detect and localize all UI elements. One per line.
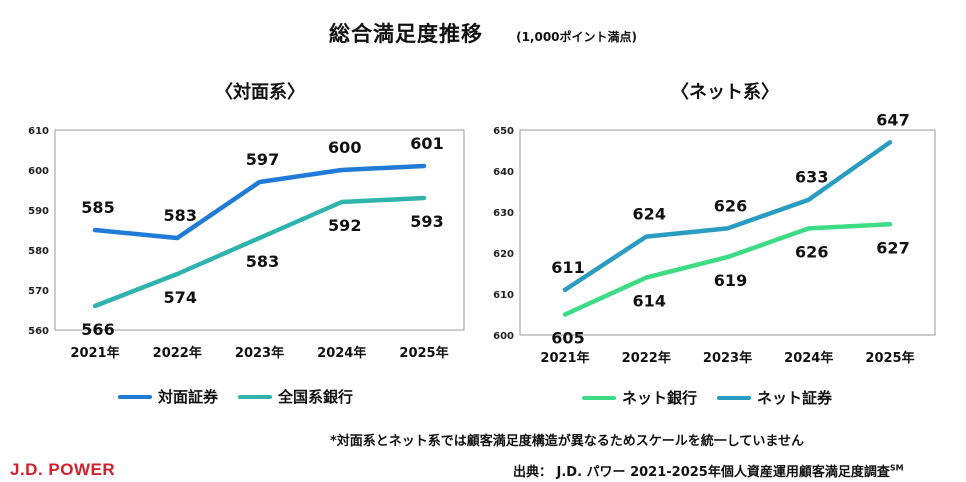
y-tick-label: 620 — [493, 249, 514, 260]
legend-item-net-securities: ネット証券 — [717, 387, 832, 408]
data-label: 614 — [633, 292, 666, 311]
y-tick-label: 590 — [28, 206, 49, 217]
legend-label-national-banks: 全国系銀行 — [278, 388, 354, 406]
y-tick-label: 560 — [28, 326, 49, 337]
data-label: 633 — [795, 168, 828, 187]
plot-area-frame — [519, 129, 936, 336]
footnote: *対面系とネット系では顧客満足度構造が異なるためスケールを統一していません — [330, 434, 805, 449]
legend-swatch-face-securities — [118, 394, 152, 399]
x-tick-label: 2021年 — [540, 350, 589, 366]
y-tick-label: 580 — [28, 246, 49, 257]
chart-subtitle: (1,000ポイント満点) — [516, 30, 638, 44]
jd-power-logo: J.D. POWER — [10, 460, 116, 479]
x-tick-label: 2025年 — [399, 345, 448, 361]
legend-swatch-national-banks — [238, 394, 273, 399]
data-label: 597 — [246, 150, 279, 169]
legend-item-national-banks: 全国系銀行 — [238, 386, 353, 407]
right-chart-title: 〈ネット系〉 — [671, 82, 779, 103]
x-tick-label: 2022年 — [622, 350, 671, 366]
data-label: 592 — [328, 216, 361, 235]
service-mark: SM — [889, 463, 904, 473]
data-label: 611 — [551, 258, 584, 277]
data-label: 593 — [410, 212, 443, 231]
data-label: 626 — [714, 196, 747, 215]
data-label: 600 — [328, 138, 361, 157]
right-legend: ネット銀行 ネット証券 — [582, 387, 852, 408]
chart-main-title: 総合満足度推移 — [328, 22, 483, 46]
left-chart-title: 〈対面系〉 — [215, 82, 305, 103]
y-tick-label: 600 — [28, 166, 49, 177]
left-chart: 560 570 580 590 600 610 2021年 2022年 2023年 2024年 20… — [28, 126, 465, 361]
right-chart: 600 610 620 630 640 650 2021年 2022年 2023年 2024年 20… — [493, 110, 936, 366]
data-label: 619 — [714, 271, 747, 290]
plot-area-frame — [54, 129, 465, 331]
source-note: 出典： J.D. パワー 2021-2025年個人資産運用顧客満足度調査SM — [513, 461, 904, 480]
legend-label-face-securities: 対面証券 — [158, 388, 219, 406]
y-tick-label: 640 — [493, 167, 514, 178]
legend-swatch-net-securities — [717, 395, 752, 400]
data-label: 601 — [410, 134, 443, 153]
series-line-1-1 — [562, 140, 893, 293]
legend-item-face-securities: 対面証券 — [118, 386, 218, 407]
data-label: 566 — [81, 320, 114, 339]
x-tick-label: 2021年 — [70, 345, 119, 361]
data-label: 605 — [551, 329, 584, 348]
y-tick-label: 610 — [493, 290, 514, 301]
data-label: 647 — [876, 110, 909, 129]
left-legend: 対面証券 全国系銀行 — [118, 386, 373, 407]
data-label: 585 — [81, 198, 114, 217]
x-tick-label: 2022年 — [153, 345, 202, 361]
series-line-0-1 — [92, 195, 427, 309]
y-tick-label: 570 — [28, 286, 49, 297]
main-title: 総合満足度推移 (1,000ポイント満点) — [0, 18, 966, 48]
y-tick-label: 650 — [493, 126, 514, 137]
x-tick-label: 2023年 — [235, 345, 284, 361]
x-tick-label: 2024年 — [784, 350, 833, 366]
data-label: 583 — [164, 206, 197, 225]
series-line-1-0 — [562, 222, 893, 317]
y-tick-label: 600 — [493, 331, 514, 342]
legend-item-net-banks: ネット銀行 — [582, 387, 697, 408]
legend-label-net-banks: ネット銀行 — [622, 389, 698, 407]
data-label: 574 — [164, 288, 197, 307]
data-label: 626 — [795, 242, 828, 261]
data-label: 583 — [246, 252, 279, 271]
x-tick-label: 2025年 — [865, 350, 914, 366]
legend-label-net-securities: ネット証券 — [757, 389, 833, 407]
source-text: 出典： J.D. パワー 2021-2025年個人資産運用顧客満足度調査 — [513, 465, 890, 480]
data-label: 627 — [876, 238, 909, 257]
y-tick-label: 630 — [493, 208, 514, 219]
x-tick-label: 2024年 — [317, 345, 366, 361]
legend-swatch-net-banks — [582, 395, 616, 400]
x-tick-label: 2023年 — [703, 350, 752, 366]
y-tick-label: 610 — [28, 126, 49, 137]
data-label: 624 — [633, 205, 666, 224]
series-line-0-0 — [92, 163, 427, 241]
